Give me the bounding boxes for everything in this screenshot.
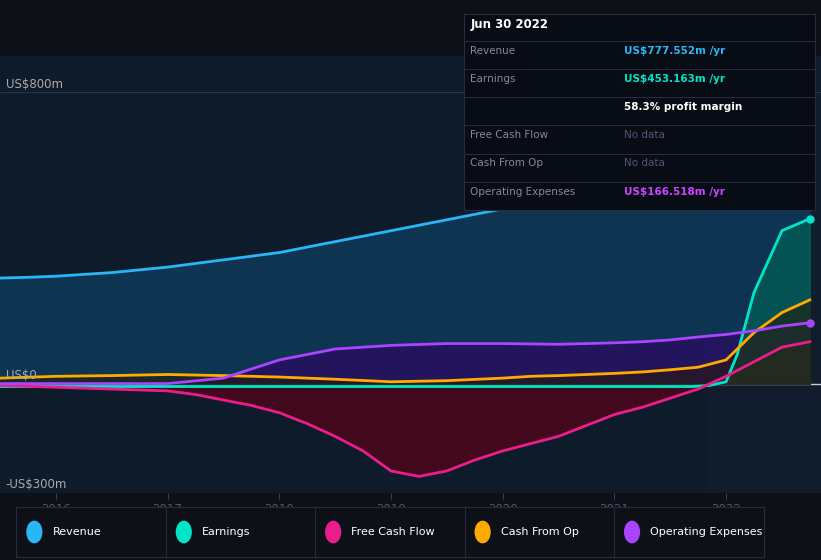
Text: Operating Expenses: Operating Expenses xyxy=(650,527,763,537)
Text: Free Cash Flow: Free Cash Flow xyxy=(470,130,548,141)
Text: Earnings: Earnings xyxy=(470,74,516,84)
Text: US$166.518m /yr: US$166.518m /yr xyxy=(624,186,725,197)
Text: No data: No data xyxy=(624,158,665,169)
Text: Jun 30 2022: Jun 30 2022 xyxy=(470,18,548,31)
Bar xyxy=(707,56,821,493)
Text: Free Cash Flow: Free Cash Flow xyxy=(351,527,435,537)
Text: Revenue: Revenue xyxy=(53,527,101,537)
Text: Revenue: Revenue xyxy=(470,46,516,56)
Text: Cash From Op: Cash From Op xyxy=(501,527,579,537)
Text: US$453.163m /yr: US$453.163m /yr xyxy=(624,74,725,84)
Text: Operating Expenses: Operating Expenses xyxy=(470,186,576,197)
Text: No data: No data xyxy=(624,130,665,141)
Text: 58.3% profit margin: 58.3% profit margin xyxy=(624,102,742,112)
Text: US$800m: US$800m xyxy=(6,78,62,91)
Text: Cash From Op: Cash From Op xyxy=(470,158,544,169)
Text: US$777.552m /yr: US$777.552m /yr xyxy=(624,46,725,56)
Text: US$0: US$0 xyxy=(6,369,36,382)
Text: Earnings: Earnings xyxy=(202,527,250,537)
Text: -US$300m: -US$300m xyxy=(6,478,67,491)
